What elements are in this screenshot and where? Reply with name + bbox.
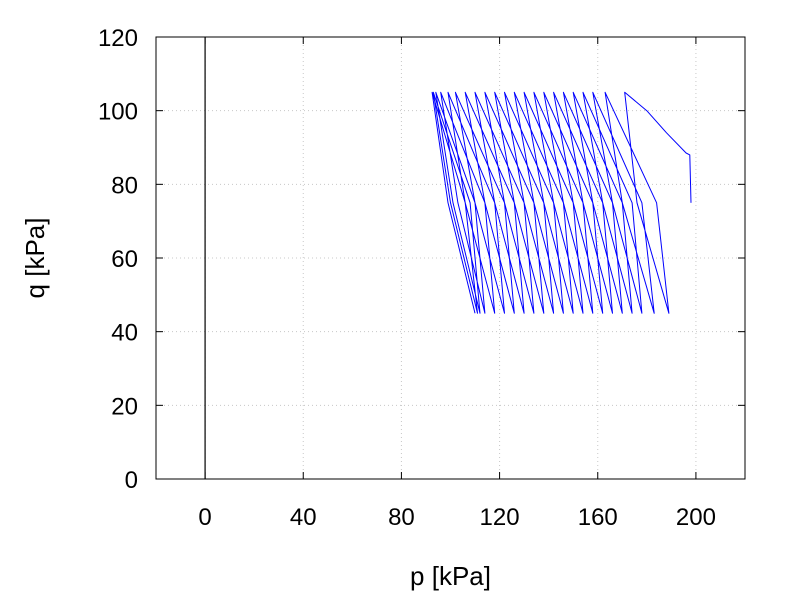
y-tick-label: 100 [98, 99, 138, 126]
y-tick-label: 20 [111, 393, 138, 420]
x-axis-label: p [kPa] [410, 561, 491, 591]
x-tick-label: 0 [198, 504, 211, 531]
x-tick-label: 200 [676, 504, 716, 531]
axis-ticks [156, 36, 745, 480]
series-layer [431, 91, 692, 314]
x-tick-label: 80 [388, 504, 415, 531]
x-tick-label: 120 [480, 504, 520, 531]
y-tick-label: 120 [98, 25, 138, 52]
y-tick-label: 0 [125, 467, 138, 494]
y-tick-label: 80 [111, 172, 138, 199]
grid-lines [156, 37, 745, 479]
x-tick-label: 40 [290, 504, 317, 531]
y-axis-label: q [kPa] [20, 218, 50, 299]
y-tick-label: 60 [111, 246, 138, 273]
y-tick-labels: 0 20 40 60 80 100 120 [98, 25, 138, 494]
series-line [431, 91, 692, 314]
x-tick-labels: 0 40 80 120 160 200 [198, 504, 716, 531]
x-tick-label: 160 [578, 504, 618, 531]
y-tick-label: 40 [111, 320, 138, 347]
